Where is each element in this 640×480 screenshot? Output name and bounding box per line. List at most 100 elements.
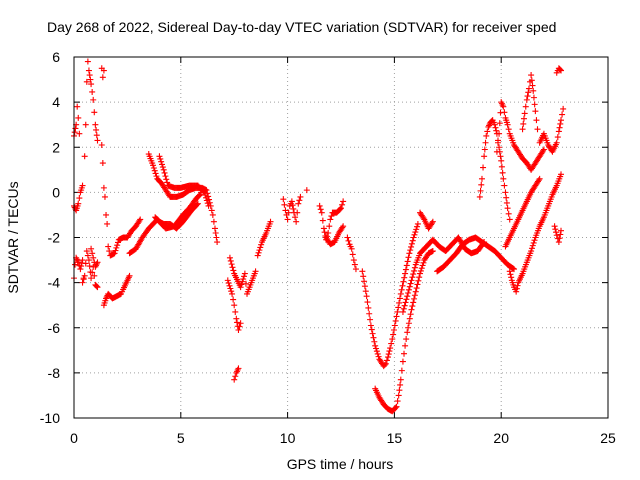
data-point (367, 322, 374, 329)
x-tick-label: 20 (493, 430, 509, 446)
data-point (238, 281, 245, 288)
data-point (402, 266, 409, 273)
data-point (505, 126, 512, 133)
x-tick-label: 10 (280, 430, 296, 446)
data-point (405, 286, 412, 293)
data-point (477, 187, 484, 194)
data-point (211, 225, 218, 232)
data-point (503, 199, 510, 206)
data-point (410, 299, 417, 306)
data-point (83, 248, 90, 255)
data-point (362, 288, 369, 295)
data-point (406, 250, 413, 257)
data-point (494, 139, 501, 146)
data-point (493, 148, 500, 155)
data-point (99, 74, 106, 81)
data-point (239, 278, 246, 285)
data-point (282, 207, 289, 214)
data-point (499, 169, 506, 176)
data-point (285, 209, 292, 216)
data-point (418, 265, 425, 272)
data-point (428, 220, 435, 227)
data-point (81, 272, 88, 279)
data-point (226, 282, 233, 289)
data-point (397, 376, 404, 383)
data-point (126, 272, 133, 279)
data-point (401, 350, 408, 357)
data-point (508, 274, 515, 281)
data-point (82, 121, 89, 128)
data-point (540, 147, 547, 154)
data-point (497, 153, 504, 160)
data-point (524, 93, 531, 100)
data-point (397, 290, 404, 297)
data-point (363, 293, 370, 300)
data-point (496, 130, 503, 137)
data-point (241, 270, 248, 277)
data-point (325, 229, 332, 236)
data-point (498, 163, 505, 170)
data-point (113, 244, 120, 251)
data-point (498, 100, 505, 107)
data-point (478, 181, 485, 188)
data-point (513, 288, 520, 295)
data-point (281, 201, 288, 208)
data-point (375, 353, 382, 360)
data-point (338, 205, 344, 212)
data-point (235, 365, 242, 372)
y-tick-label: -8 (48, 365, 61, 381)
data-point (83, 78, 90, 85)
data-point (519, 126, 526, 133)
data-point (98, 141, 105, 148)
data-point (382, 360, 389, 367)
data-point (367, 316, 374, 323)
data-point (409, 303, 416, 310)
data-point (230, 296, 237, 303)
data-point (90, 96, 97, 103)
data-point (213, 234, 220, 241)
data-point (256, 247, 263, 254)
data-point (233, 315, 240, 322)
data-point (317, 206, 324, 213)
data-point (384, 354, 391, 361)
data-point (79, 257, 86, 264)
data-point (327, 216, 334, 223)
data-point (316, 202, 323, 209)
data-point (385, 351, 392, 358)
data-point (412, 288, 419, 295)
data-point (536, 175, 543, 182)
data-point (558, 171, 565, 178)
data-point (476, 193, 483, 200)
data-point (540, 146, 547, 153)
data-point (73, 256, 80, 263)
data-point (504, 121, 511, 128)
data-point (339, 201, 346, 208)
data-point (525, 89, 532, 96)
data-point (200, 188, 207, 195)
data-point (112, 247, 119, 254)
data-point (396, 299, 403, 306)
data-point (103, 211, 110, 218)
data-point (340, 198, 347, 205)
y-tick-label: -2 (48, 230, 61, 246)
data-point (93, 132, 100, 139)
data-point (227, 285, 234, 292)
data-point (196, 192, 203, 199)
data-point (411, 267, 418, 274)
data-point (237, 284, 244, 291)
data-point (552, 226, 559, 233)
data-point (163, 176, 170, 183)
data-point (554, 134, 561, 141)
data-point (88, 245, 95, 252)
data-point (530, 94, 537, 101)
y-tick-label: 0 (52, 184, 60, 200)
data-point (504, 205, 511, 212)
data-point (241, 273, 248, 280)
x-tick-labels: 0 5 10 15 20 25 (70, 430, 616, 446)
data-point (72, 261, 79, 268)
data-point (91, 272, 98, 279)
data-point (528, 77, 535, 84)
data-point (373, 348, 380, 355)
data-point (501, 109, 508, 116)
data-point (111, 250, 118, 257)
